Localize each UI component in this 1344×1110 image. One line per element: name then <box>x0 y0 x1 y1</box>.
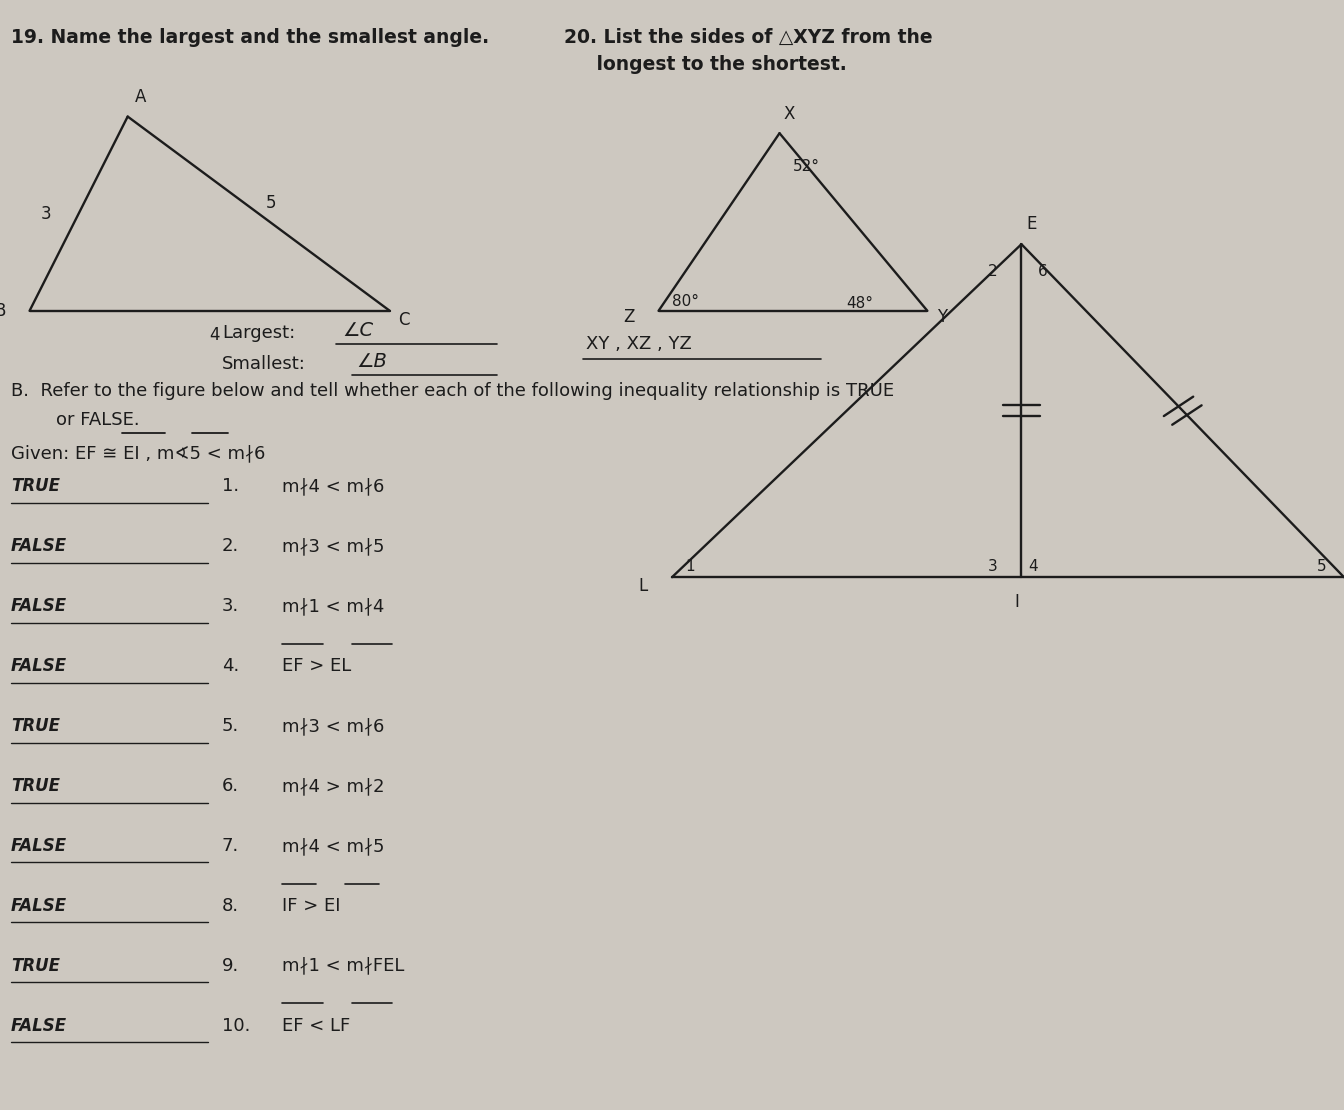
Text: 4: 4 <box>1028 558 1038 574</box>
Text: X: X <box>784 105 794 123</box>
Text: ∠B: ∠B <box>356 352 387 372</box>
Text: Smallest:: Smallest: <box>222 355 305 373</box>
Text: m∤1 < m∤FEL: m∤1 < m∤FEL <box>282 957 405 975</box>
Text: 2: 2 <box>988 264 997 280</box>
Text: 1: 1 <box>685 558 695 574</box>
Text: EF > EL: EF > EL <box>282 657 352 675</box>
Text: 3: 3 <box>988 558 997 574</box>
Text: I: I <box>1015 593 1020 610</box>
Text: 5.: 5. <box>222 717 239 735</box>
Text: 52°: 52° <box>793 159 820 174</box>
Text: 19. Name the largest and the smallest angle.: 19. Name the largest and the smallest an… <box>11 28 489 48</box>
Text: Largest:: Largest: <box>222 324 296 342</box>
Text: 4.: 4. <box>222 657 239 675</box>
Text: FALSE: FALSE <box>11 1017 67 1035</box>
Text: 6.: 6. <box>222 777 239 795</box>
Text: 4: 4 <box>210 326 220 344</box>
Text: 80°: 80° <box>672 294 699 310</box>
Text: 3: 3 <box>40 204 51 223</box>
Text: 3.: 3. <box>222 597 239 615</box>
Text: m∤4 > m∤2: m∤4 > m∤2 <box>282 777 384 795</box>
Text: longest to the shortest.: longest to the shortest. <box>564 54 847 74</box>
Text: XY , XZ , YZ: XY , XZ , YZ <box>586 335 692 353</box>
Text: m∤1 < m∤4: m∤1 < m∤4 <box>282 597 384 615</box>
Text: B: B <box>0 302 5 320</box>
Text: C: C <box>398 311 410 329</box>
Text: m∤3 < m∤6: m∤3 < m∤6 <box>282 717 384 735</box>
Text: TRUE: TRUE <box>11 957 59 975</box>
Text: Y: Y <box>937 309 948 326</box>
Text: L: L <box>638 577 648 595</box>
Text: 20. List the sides of △XYZ from the: 20. List the sides of △XYZ from the <box>564 28 933 48</box>
Text: FALSE: FALSE <box>11 897 67 915</box>
Text: FALSE: FALSE <box>11 537 67 555</box>
Text: 2.: 2. <box>222 537 239 555</box>
Text: 1.: 1. <box>222 477 239 495</box>
Text: 10.: 10. <box>222 1017 250 1035</box>
Text: EF < LF: EF < LF <box>282 1017 351 1035</box>
Text: Z: Z <box>624 309 634 326</box>
Text: FALSE: FALSE <box>11 837 67 855</box>
Text: 8.: 8. <box>222 897 239 915</box>
Text: 9.: 9. <box>222 957 239 975</box>
Text: E: E <box>1027 215 1038 233</box>
Text: m∤4 < m∤5: m∤4 < m∤5 <box>282 837 384 855</box>
Text: ∠C: ∠C <box>343 321 374 341</box>
Text: Given: EF ≅ EI , m∢5 < m∤6: Given: EF ≅ EI , m∢5 < m∤6 <box>11 444 265 462</box>
Text: or FALSE.: or FALSE. <box>56 411 140 428</box>
Text: A: A <box>134 88 145 105</box>
Text: m∤4 < m∤6: m∤4 < m∤6 <box>282 477 384 495</box>
Text: 5: 5 <box>1317 558 1327 574</box>
Text: TRUE: TRUE <box>11 477 59 495</box>
Text: TRUE: TRUE <box>11 777 59 795</box>
Text: B.  Refer to the figure below and tell whether each of the following inequality : B. Refer to the figure below and tell wh… <box>11 382 894 400</box>
Text: m∤3 < m∤5: m∤3 < m∤5 <box>282 537 384 555</box>
Text: 5: 5 <box>265 193 276 212</box>
Text: 7.: 7. <box>222 837 239 855</box>
Text: 48°: 48° <box>847 295 874 311</box>
Text: FALSE: FALSE <box>11 597 67 615</box>
Text: IF > EI: IF > EI <box>282 897 341 915</box>
Text: 6: 6 <box>1038 264 1047 280</box>
Text: FALSE: FALSE <box>11 657 67 675</box>
Text: TRUE: TRUE <box>11 717 59 735</box>
